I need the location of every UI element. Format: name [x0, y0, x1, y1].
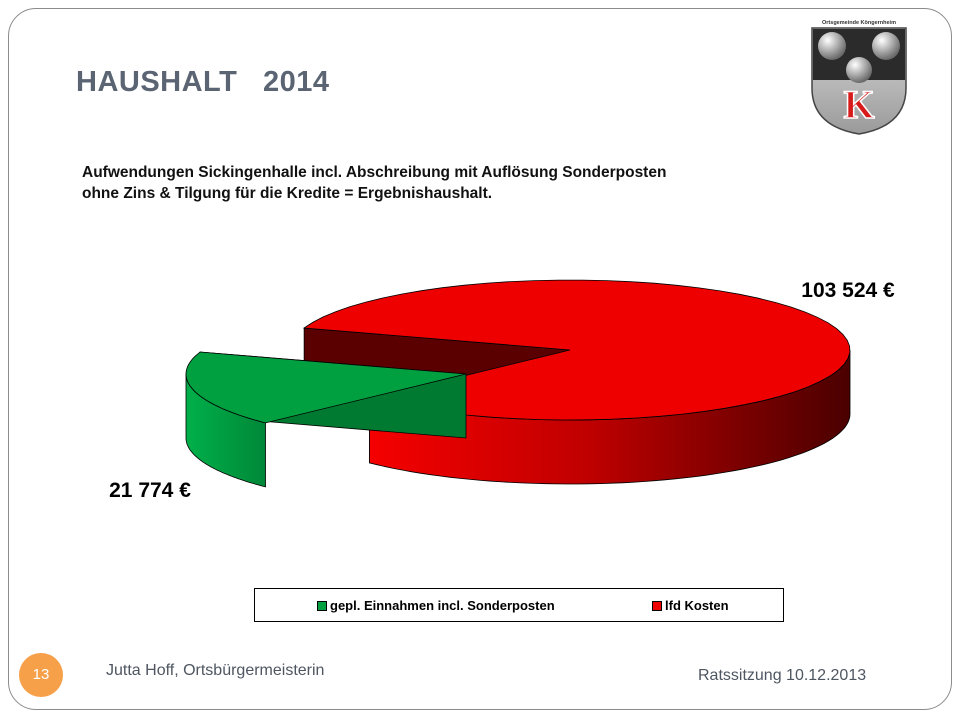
legend-item-lfd-kosten: lfd Kosten — [652, 598, 729, 613]
chart-description: Aufwendungen Sickingenhalle incl. Abschr… — [82, 162, 802, 204]
slice-value-label-lfd-kosten: 103 524 € — [801, 279, 895, 302]
legend-swatch-red — [652, 600, 662, 611]
footer-meeting-date: Ratssitzung 10.12.2013 — [698, 667, 867, 684]
slice-value-label-einnahmen: 21 774 € — [109, 479, 191, 502]
description-line-1: Aufwendungen Sickingenhalle incl. Abschr… — [82, 164, 667, 181]
description-line-2: ohne Zins & Tilgung für die Kredite = Er… — [82, 185, 493, 202]
legend-swatch-green — [317, 600, 327, 611]
legend-label-einnahmen: gepl. Einnahmen incl. Sonderposten — [330, 598, 555, 613]
slice-einnahmen — [185, 351, 467, 424]
legend-item-einnahmen: gepl. Einnahmen incl. Sonderposten — [317, 598, 555, 613]
crest-caption: Ortsgemeinde Köngernheim — [822, 20, 896, 26]
footer-author: Jutta Hoff, Ortsbürgermeisterin — [106, 662, 325, 679]
slide-title: HAUSHALT 2014 — [76, 66, 330, 98]
chart-legend: gepl. Einnahmen incl. Sonderposten lfd K… — [254, 588, 784, 622]
legend-label-lfd-kosten: lfd Kosten — [665, 598, 729, 613]
crest-letter: K — [843, 82, 874, 127]
municipality-crest-logo: Ortsgemeinde Köngernheim K — [811, 20, 907, 135]
slide-number-badge: 13 — [19, 653, 63, 697]
